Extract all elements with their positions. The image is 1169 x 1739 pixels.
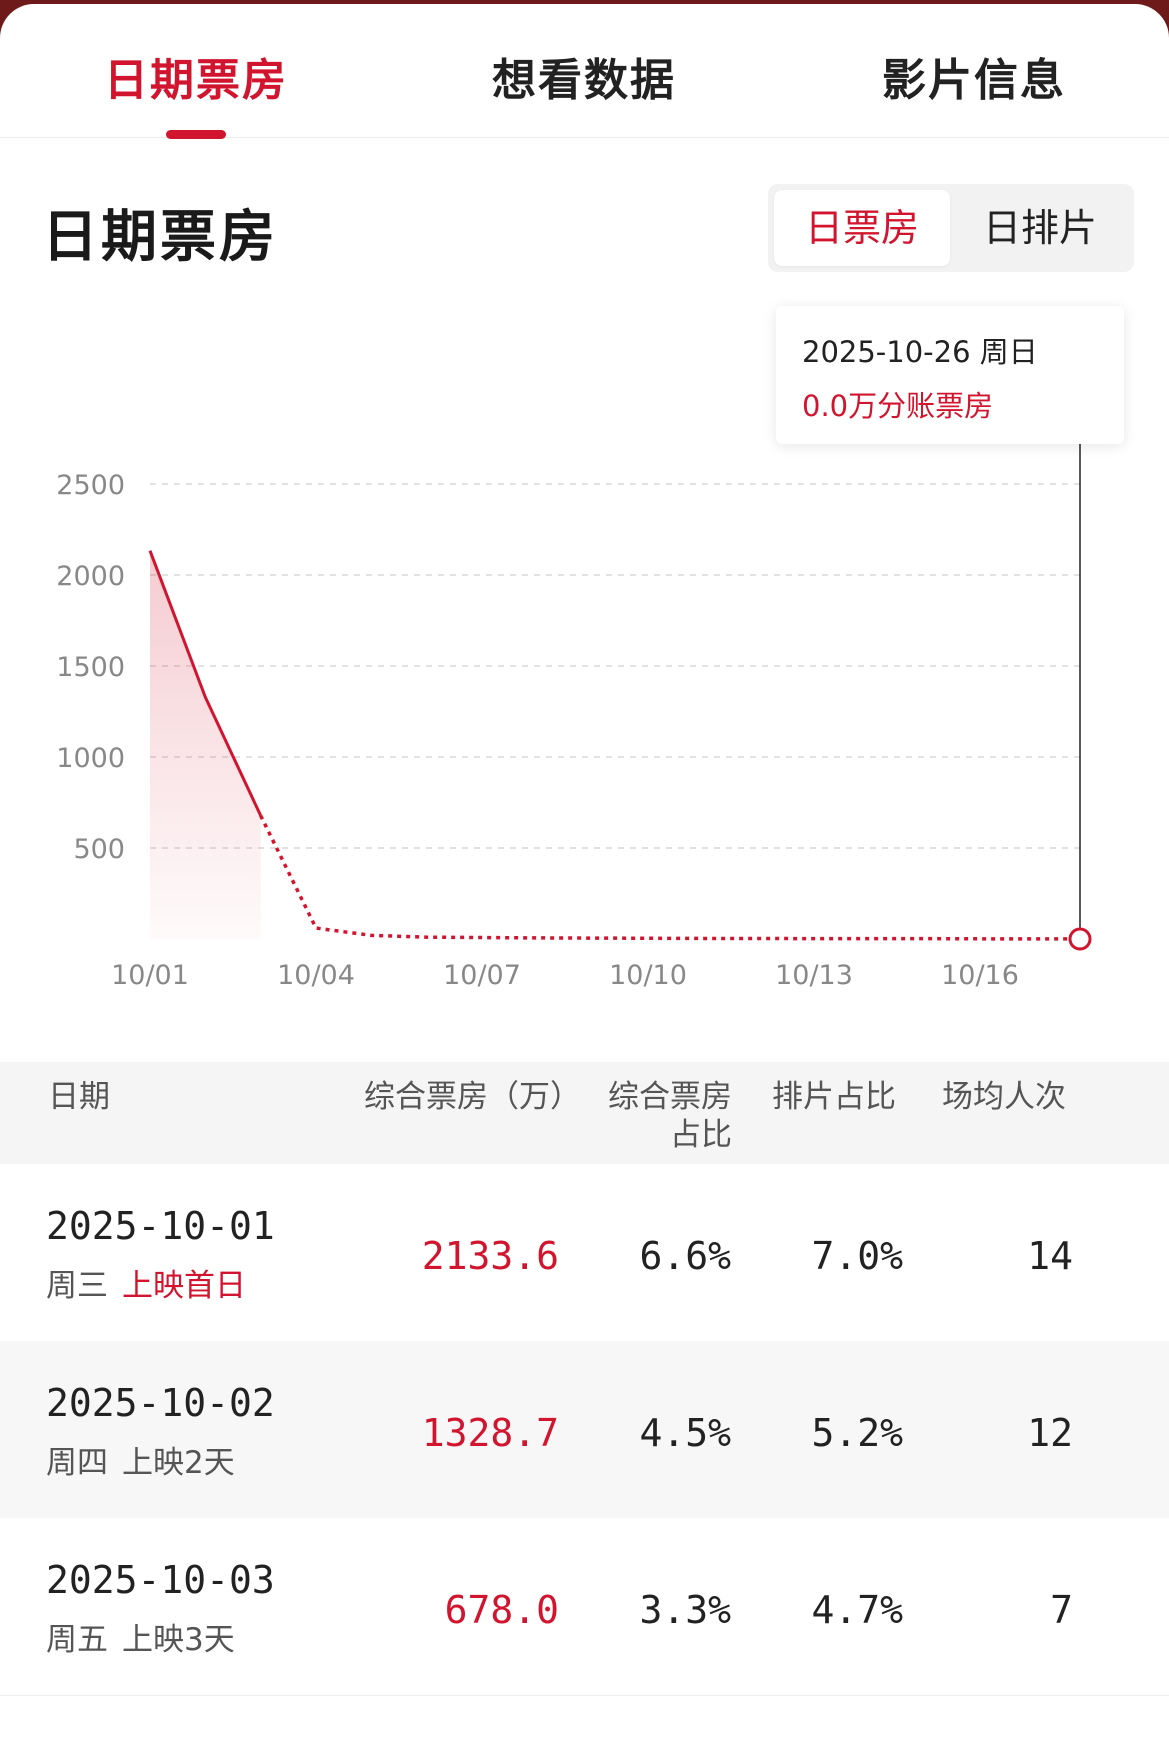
data-point[interactable] [480,936,484,940]
box-office-sheet: 日期票房 想看数据 影片信息 日期票房 日票房 日排片 2025-10-26 周… [0,4,1169,1739]
data-point[interactable] [812,937,816,941]
box-office-line-chart[interactable]: 500 1000 1500 2000 2500 10/01 10/04 10/07 10/10… [0,444,1169,1004]
series-line-dotted [259,814,1091,941]
data-point[interactable] [259,814,263,818]
row-day-info: 周四 上映2天 [46,1437,235,1482]
row-avg-attendance: 7 [1050,1588,1073,1632]
table-header: 日期 综合票房（万） 综合票房 占比 排片占比 场均人次 [0,1062,1169,1164]
row-schedule-share: 4.7% [811,1588,903,1632]
table-row[interactable]: 2025-10-03 周五 上映3天 678.0 3.3% 4.7% 7 [0,1518,1169,1695]
row-run-day: 上映2天 [122,1445,235,1481]
row-box-office-share: 4.5% [639,1411,731,1455]
y-tick-label: 2500 [56,470,125,501]
row-weekday: 周三 [46,1268,108,1304]
table-row[interactable]: 2025-10-02 周四 上映2天 1328.7 4.5% 5.2% 12 [0,1341,1169,1518]
header-avg-attendance[interactable]: 场均人次 [942,1079,1066,1115]
series-area [150,550,261,939]
data-point[interactable] [148,549,152,553]
row-box-office-share: 3.3% [639,1588,731,1632]
highlight-point[interactable] [1068,927,1092,951]
toggle-daily-schedule[interactable]: 日排片 [982,206,1097,250]
row-box-office-share: 6.6% [639,1234,731,1278]
row-box-office: 678.0 [444,1588,559,1632]
row-schedule-share: 7.0% [811,1234,903,1278]
x-tick-label: 10/04 [277,960,355,991]
data-point[interactable] [923,937,927,941]
data-point[interactable] [757,936,761,940]
row-schedule-share: 5.2% [811,1411,903,1455]
y-tick-label: 1000 [56,743,125,774]
row-date: 2025-10-02 [46,1381,275,1425]
row-divider [0,1695,1169,1696]
data-point[interactable] [369,933,373,937]
row-box-office: 1328.7 [421,1411,559,1455]
data-point[interactable] [591,936,595,940]
data-point[interactable] [646,936,650,940]
data-point[interactable] [535,936,539,940]
row-run-day: 上映3天 [122,1622,235,1658]
row-run-day: 上映首日 [122,1268,246,1304]
tab-want-to-see-data[interactable]: 想看数据 [492,55,676,106]
x-tick-label: 10/10 [609,960,687,991]
y-tick-label: 1500 [56,652,125,683]
active-tab-indicator [166,130,226,139]
x-tick-label: 10/01 [111,960,189,991]
tab-movie-info[interactable]: 影片信息 [882,55,1066,106]
y-tick-label: 2000 [56,561,125,592]
y-tick-label: 500 [73,834,125,865]
section-title: 日期票房 [42,205,278,270]
x-tick-label: 10/13 [775,960,853,991]
tooltip-value: 0.0万分账票房 [802,389,994,423]
row-day-info: 周三 上映首日 [46,1260,246,1305]
header-schedule-share[interactable]: 排片占比 [772,1079,896,1115]
x-tick-label: 10/07 [443,960,521,991]
row-day-info: 周五 上映3天 [46,1614,235,1659]
data-point[interactable] [314,926,318,930]
row-weekday: 周五 [46,1622,108,1658]
header-date[interactable]: 日期 [48,1079,110,1115]
row-weekday: 周四 [46,1445,108,1481]
header-box-office[interactable]: 综合票房（万） [364,1079,581,1115]
chart-tooltip: 2025-10-26 周日 0.0万分账票房 [776,306,1124,444]
series-line-solid [148,550,263,817]
toggle-daily-box-office[interactable]: 日票房 [774,190,950,266]
row-box-office: 2133.6 [421,1234,559,1278]
data-point[interactable] [1033,937,1037,941]
data-point[interactable] [867,937,871,941]
top-tabs: 日期票房 想看数据 影片信息 [0,4,1169,139]
chart-mode-toggle: 日票房 日排片 [768,184,1134,272]
data-point[interactable] [203,695,207,699]
row-avg-attendance: 12 [1027,1411,1073,1455]
row-date: 2025-10-03 [46,1558,275,1602]
data-point[interactable] [978,937,982,941]
table-row[interactable]: 2025-10-01 周三 上映首日 2133.6 6.6% 7.0% 14 [0,1164,1169,1341]
row-avg-attendance: 14 [1027,1234,1073,1278]
data-point[interactable] [701,936,705,940]
tab-daily-box-office[interactable]: 日期票房 [104,55,288,106]
row-date: 2025-10-01 [46,1204,275,1248]
x-tick-label: 10/16 [941,960,1019,991]
data-point[interactable] [425,935,429,939]
tooltip-date: 2025-10-26 周日 [802,335,1038,369]
header-box-office-share[interactable]: 综合票房 占比 [608,1079,732,1153]
